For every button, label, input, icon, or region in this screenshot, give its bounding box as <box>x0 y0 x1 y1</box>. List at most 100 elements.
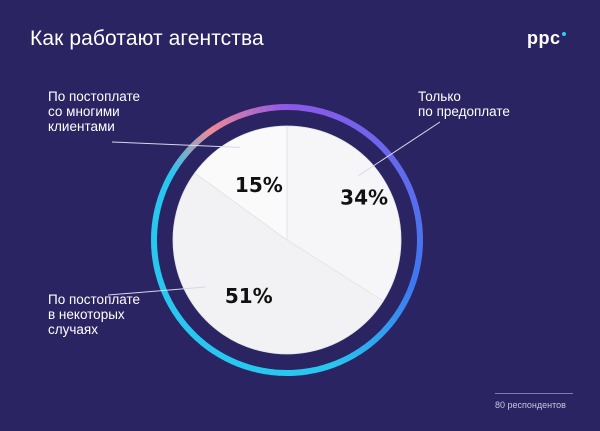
ring-segment <box>399 171 409 182</box>
ring-segment <box>218 118 229 128</box>
leader-line-2 <box>358 121 441 177</box>
ring-segment <box>326 361 336 370</box>
ring-segment <box>224 355 235 365</box>
ring-segment <box>313 365 323 374</box>
pie-slice-3 <box>194 125 288 241</box>
ring-segment <box>332 358 343 368</box>
ring-segment <box>165 298 175 309</box>
ring-segment <box>151 224 158 234</box>
ring-segment <box>391 310 402 321</box>
ring-segment <box>395 304 405 315</box>
ring-segment <box>292 369 302 376</box>
ring-segment <box>237 361 247 370</box>
ring-segment <box>244 108 255 117</box>
ring-segment <box>162 292 172 302</box>
ring-segment <box>257 366 267 375</box>
ring-segment <box>412 267 421 277</box>
ring-segment <box>160 183 169 194</box>
ring-segment <box>399 299 409 309</box>
ring-segment <box>396 165 406 176</box>
ring-segment <box>207 125 217 135</box>
ring-segment <box>416 225 423 235</box>
ring-segment <box>169 165 179 176</box>
ring-segment <box>416 246 423 256</box>
ring-segment <box>392 160 402 170</box>
pie-slice-2 <box>172 172 384 355</box>
ring-segment <box>185 143 196 154</box>
ring-segment <box>153 203 162 213</box>
slice-label-2: 51% <box>225 284 273 308</box>
pie-slice-labels: 34% 51% 15% <box>225 173 388 308</box>
ring-segment <box>157 279 166 289</box>
leader-line-3 <box>107 286 206 296</box>
ring-segment <box>168 304 178 315</box>
ring-segment <box>271 369 281 376</box>
ring-segment <box>250 365 260 374</box>
ring-segment <box>408 280 417 290</box>
ring-segment <box>238 110 248 119</box>
ring-segment <box>206 344 217 355</box>
pie-slices <box>172 125 402 355</box>
ring-segment <box>351 349 362 359</box>
callout-top-right: Только по предоплате <box>418 89 510 119</box>
ring-segment <box>230 358 241 367</box>
ring-segment <box>300 104 310 112</box>
ring-segment <box>251 106 261 115</box>
ring-segment <box>155 272 164 283</box>
ring-segment <box>306 367 316 375</box>
ring-segment <box>373 138 384 149</box>
ring-segment <box>402 178 412 188</box>
slice-label-1: 34% <box>340 186 388 210</box>
ring-segment <box>152 210 161 220</box>
ring-segment <box>412 204 421 214</box>
ring-segment <box>333 113 344 122</box>
page-title: Как работают агентства <box>30 27 264 50</box>
ring-segment <box>212 121 223 131</box>
callout-leader-lines <box>107 121 441 296</box>
ring-segment <box>378 143 389 154</box>
ring-segment <box>362 341 373 351</box>
ring-segment <box>357 345 367 355</box>
ring-segment <box>195 133 206 144</box>
ring-segment <box>368 336 379 347</box>
ppc-logo: ppc <box>527 28 566 49</box>
ring-segment <box>345 352 356 362</box>
ring-segment <box>413 260 422 270</box>
logo-dot-icon <box>561 32 566 36</box>
ring-segment <box>157 190 166 200</box>
ring-segment <box>319 363 330 372</box>
ring-segment <box>272 104 282 111</box>
ring-segment <box>151 252 159 262</box>
callout-top-left: По постоплате со многими клиентами <box>48 89 141 134</box>
slice-label-3: 15% <box>235 173 283 197</box>
ring-segment <box>218 352 228 362</box>
ring-segment <box>373 331 384 342</box>
ring-segment <box>405 286 414 297</box>
ring-segment <box>176 315 186 326</box>
ring-segment <box>225 115 235 125</box>
ring-segment <box>185 326 196 337</box>
leader-line-1 <box>111 141 240 148</box>
ring-segment <box>265 104 275 112</box>
logo-text: ppc <box>527 28 561 48</box>
ring-segment <box>151 217 159 227</box>
ring-segment <box>339 115 350 125</box>
ring-segment <box>351 122 362 132</box>
ring-segment <box>382 321 393 332</box>
ring-segment <box>172 159 183 170</box>
ring-segment <box>410 273 419 283</box>
ring-segment <box>190 331 201 342</box>
ring-segment <box>339 355 349 365</box>
ring-segment <box>162 177 172 188</box>
ring-segment <box>314 106 324 115</box>
ring-segment <box>408 191 417 201</box>
ring-segment <box>405 184 415 195</box>
ring-segment <box>151 245 158 255</box>
ring-segment <box>320 108 330 117</box>
pie-slice-1 <box>286 125 402 302</box>
ring-segment <box>388 154 398 165</box>
ring-segment <box>152 259 160 269</box>
ring-segment <box>264 368 274 376</box>
ring-segment <box>180 321 191 332</box>
ring-segment <box>212 348 223 358</box>
